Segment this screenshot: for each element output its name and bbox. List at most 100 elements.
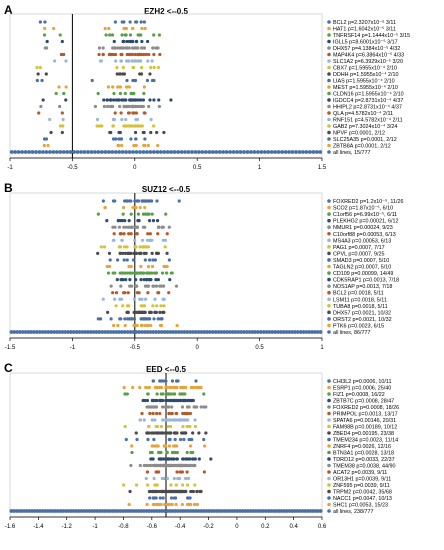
data-point <box>118 245 123 249</box>
data-point <box>146 463 151 468</box>
legend-marker <box>327 509 331 513</box>
data-point <box>135 232 139 236</box>
data-point <box>109 130 113 135</box>
legend-marker <box>327 284 331 288</box>
data-point <box>153 405 157 409</box>
data-point <box>290 330 295 334</box>
data-point <box>141 52 146 57</box>
data-point <box>113 199 117 203</box>
data-point <box>188 509 193 513</box>
legend-marker <box>327 124 331 128</box>
data-point <box>133 199 137 203</box>
data-point <box>118 85 122 89</box>
data-point <box>35 509 40 513</box>
data-point <box>147 104 151 109</box>
data-point <box>125 310 129 314</box>
data-point <box>222 330 227 334</box>
data-point <box>180 405 185 409</box>
legend-marker <box>327 457 331 461</box>
data-point <box>91 330 96 334</box>
legend-marker <box>327 59 331 63</box>
data-point <box>228 150 233 154</box>
legend-marker <box>327 411 331 416</box>
data-point <box>316 509 320 513</box>
data-point <box>169 98 173 102</box>
data-point <box>175 509 180 513</box>
data-point <box>48 117 52 122</box>
data-point <box>108 509 112 513</box>
data-point <box>167 457 171 461</box>
data-point <box>148 150 153 154</box>
data-point <box>64 59 68 63</box>
data-point <box>101 52 105 57</box>
data-point <box>142 330 147 334</box>
data-point <box>191 457 195 461</box>
data-point <box>38 20 42 24</box>
data-point <box>130 52 135 57</box>
data-point <box>191 509 196 513</box>
data-point <box>44 150 49 154</box>
data-point <box>162 509 167 513</box>
data-point <box>151 411 155 416</box>
data-point <box>207 150 212 154</box>
chart-title: EED <--0.5 <box>146 365 186 374</box>
data-point <box>49 130 53 135</box>
data-point <box>287 509 292 513</box>
legend-marker <box>327 398 331 403</box>
data-point <box>131 59 135 63</box>
data-point <box>182 463 186 468</box>
data-point <box>60 39 64 44</box>
data-point <box>179 150 184 154</box>
data-point <box>230 330 235 334</box>
data-point <box>297 150 302 154</box>
data-point <box>128 489 132 494</box>
data-point <box>151 463 155 468</box>
data-point <box>315 330 320 334</box>
legend-marker <box>327 104 331 109</box>
data-point <box>112 117 116 122</box>
data-point <box>167 437 171 442</box>
data-point <box>107 26 111 31</box>
data-point <box>293 330 297 334</box>
data-point <box>124 26 129 31</box>
data-point <box>155 199 159 203</box>
data-point <box>153 418 157 422</box>
data-point <box>153 297 157 301</box>
data-point <box>159 502 163 507</box>
data-point <box>106 271 111 275</box>
data-point <box>126 291 130 295</box>
data-point <box>151 496 155 500</box>
legend-marker <box>327 271 331 275</box>
data-point <box>149 310 153 314</box>
data-point <box>129 264 133 269</box>
legend-label: CD109 p=0.00099, 14/49 <box>333 271 393 277</box>
legend-label: SMAD3 p=0.0007, 5/10 <box>333 258 389 264</box>
data-point <box>152 98 156 102</box>
data-point <box>172 385 176 390</box>
data-point <box>113 509 118 513</box>
data-point <box>141 150 146 154</box>
data-point <box>207 509 211 513</box>
data-point <box>182 330 187 334</box>
data-point <box>12 330 17 334</box>
x-tick-label: 0.5 <box>255 345 264 351</box>
data-point <box>220 509 224 513</box>
data-point <box>176 150 181 154</box>
data-point <box>196 330 201 334</box>
data-point <box>30 509 34 513</box>
data-point <box>124 98 128 102</box>
data-point <box>269 509 274 513</box>
data-point <box>227 330 232 334</box>
data-point <box>139 20 143 24</box>
data-point <box>266 509 271 513</box>
data-point <box>161 238 165 242</box>
data-point <box>150 444 154 448</box>
data-point <box>183 398 187 403</box>
data-point <box>152 65 156 70</box>
data-point <box>159 450 163 455</box>
data-point <box>314 150 319 154</box>
data-point <box>124 150 129 154</box>
data-point <box>155 392 159 396</box>
data-point <box>192 463 196 468</box>
data-point <box>131 46 135 50</box>
